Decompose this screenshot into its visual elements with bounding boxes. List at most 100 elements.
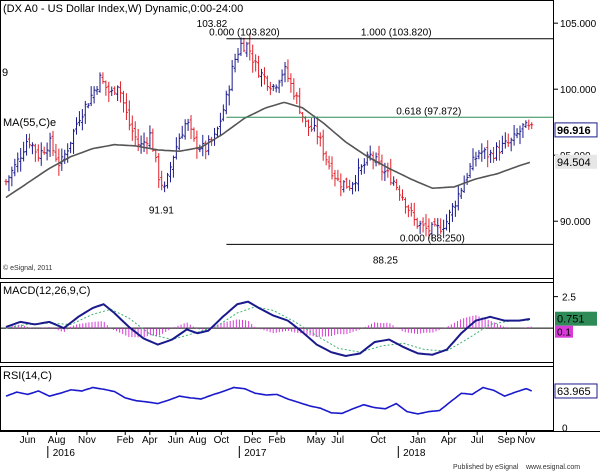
price-bar [186, 118, 190, 131]
rsi-line [5, 386, 533, 415]
price-bar [80, 109, 84, 131]
rsi-y-tick-label: 0 [562, 424, 568, 435]
fibonacci-layer: 0.000 (103.820) 1.000 (103.820) 0.618 (97.… [149, 19, 553, 266]
price-bar [36, 144, 40, 162]
price-bar [22, 141, 26, 162]
price-bar [133, 121, 137, 146]
price-bar [515, 128, 519, 139]
price-bar [148, 125, 152, 149]
price-bar [145, 137, 149, 155]
price-bar [339, 173, 343, 197]
price-bar [213, 127, 217, 146]
macd-histogram-value-bg [555, 325, 573, 338]
price-bar [295, 92, 299, 104]
price-bar [95, 85, 99, 95]
price-bar [421, 217, 425, 233]
time-tick-label: Jul [471, 435, 484, 446]
price-bar [336, 169, 340, 182]
price-bar [142, 132, 146, 153]
price-bar [309, 117, 313, 132]
price-annotation: 91.91 [149, 205, 174, 216]
price-bar [418, 220, 422, 235]
price-bar [262, 67, 266, 85]
price-bar [280, 69, 284, 87]
price-bar [527, 119, 531, 130]
left-clip-label: 9 [2, 67, 8, 79]
price-bar [274, 84, 278, 93]
price-bar [242, 37, 246, 53]
price-bar [324, 151, 328, 166]
time-tick-label: Oct [214, 435, 230, 446]
price-bar [130, 115, 134, 141]
price-bar [139, 135, 143, 154]
price-bar [318, 132, 322, 147]
price-bar [494, 142, 498, 161]
price-bar [348, 179, 352, 191]
price-bar [198, 144, 202, 153]
rsi-last-value-box: 63.965 [554, 383, 598, 399]
price-bar [474, 151, 478, 167]
year-label: 2017 [244, 448, 267, 459]
price-bar [277, 79, 281, 94]
time-tick-label: Apr [441, 435, 457, 446]
year-label: 2018 [403, 448, 426, 459]
price-bar [512, 125, 516, 146]
price-bar [330, 156, 334, 180]
last-price-box-box [554, 122, 598, 138]
price-bar [327, 155, 331, 170]
year-label: 2016 [53, 448, 76, 459]
price-bar [509, 137, 513, 152]
price-bar [177, 133, 181, 150]
price-bar [13, 158, 17, 177]
price-bar [60, 148, 64, 171]
price-bar [530, 122, 534, 130]
price-bar [395, 178, 399, 191]
time-tick-label: Jun [168, 435, 184, 446]
time-tick-label: Aug [189, 435, 207, 446]
price-bar [245, 41, 249, 58]
price-bar [157, 153, 161, 188]
price-bar [380, 154, 384, 181]
footer-published-by: Published by eSignal [453, 464, 519, 471]
price-panel-title: (DX A0 - US Dollar Index,W) Dynamic,0:00… [3, 3, 243, 15]
price-bar [119, 81, 123, 103]
price-bar [403, 197, 407, 214]
price-bar [424, 214, 428, 237]
price-bar [218, 112, 222, 137]
price-bar [174, 137, 178, 160]
price-panel-frame [0, 0, 554, 279]
ma-value-text: 94.504 [557, 157, 591, 169]
price-bar [104, 80, 108, 96]
price-bar [453, 200, 457, 217]
price-bar [268, 81, 272, 96]
price-bar [489, 149, 493, 163]
macd-histogram-value-box: 0.1 [555, 325, 573, 339]
value-boxes: 96.916 94.504 [554, 122, 598, 169]
last-price-box: 96.916 [554, 122, 598, 138]
time-tick-label: Nov [517, 435, 535, 446]
price-annotation: 103.82 [197, 19, 228, 30]
price-bar [39, 142, 43, 166]
price-bar [445, 214, 449, 231]
price-bar [500, 135, 504, 155]
price-bar [333, 169, 337, 187]
price-bar [183, 119, 187, 140]
price-bar [7, 175, 11, 192]
price-bar [260, 68, 264, 87]
price-bar [412, 202, 416, 226]
price-bar [289, 73, 293, 93]
footer-website: www.esignal.com [525, 464, 580, 471]
time-tick-label: Oct [370, 435, 386, 446]
rsi-last-value-text: 63.965 [557, 386, 591, 398]
rsi-panel-title: RSI(14,C) [3, 370, 52, 382]
price-bar [25, 134, 29, 156]
price-bar [430, 222, 434, 241]
macd-y-tick-label: 2.5 [562, 293, 576, 304]
rsi-last-value-bg [554, 383, 598, 399]
price-bar [427, 218, 431, 239]
price-bar [86, 103, 90, 109]
price-bar [492, 146, 496, 163]
price-bar [30, 142, 34, 155]
price-bar [480, 143, 484, 162]
